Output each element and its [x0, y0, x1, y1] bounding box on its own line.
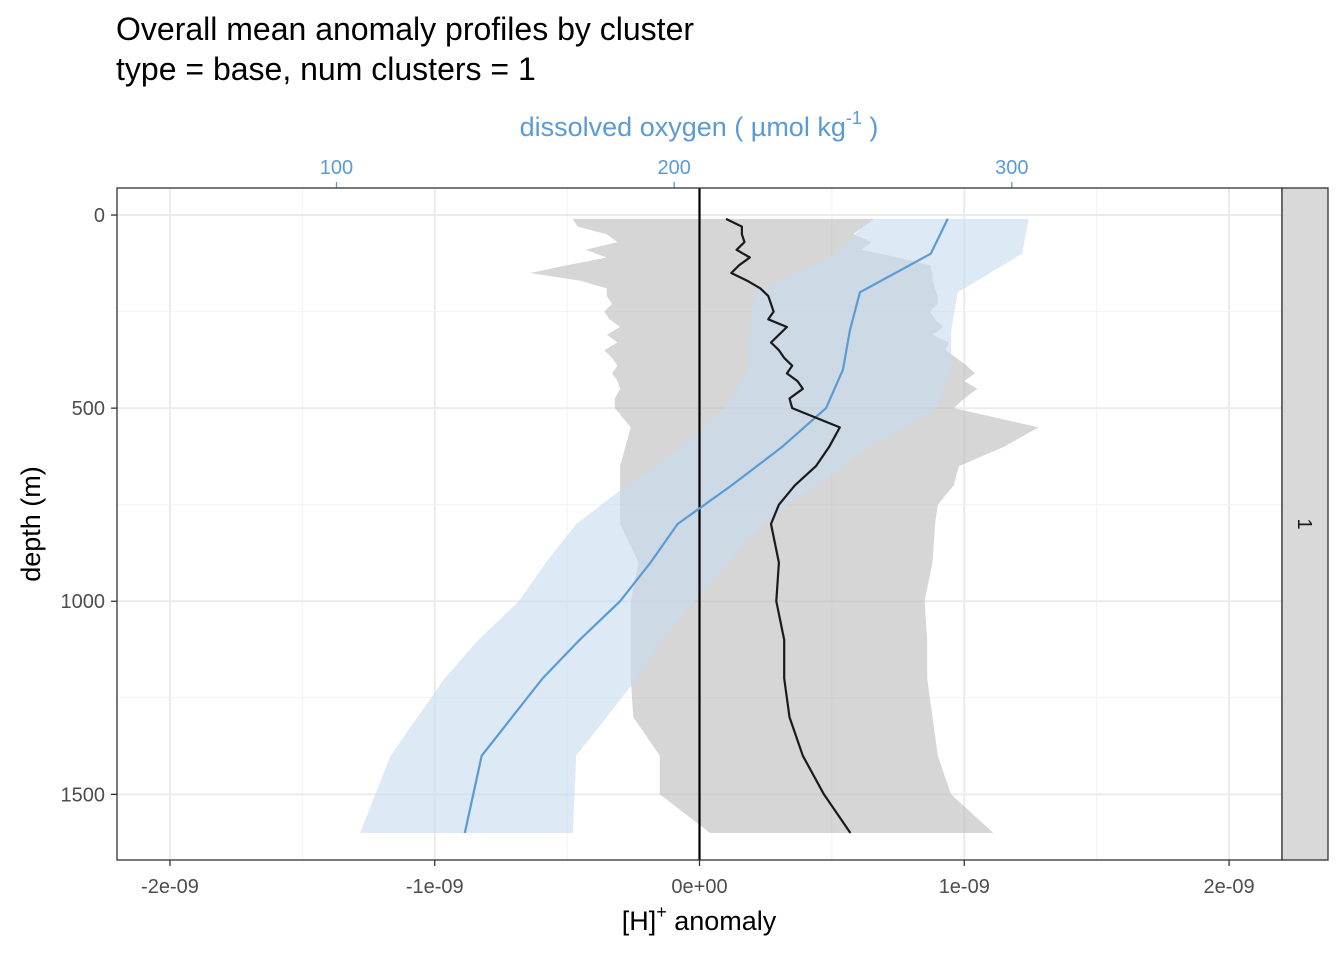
bottom-axis-title: [H]+ anomaly [622, 902, 777, 936]
bottom-axis: -2e-09 -1e-09 0e+00 1e-09 2e-09 [141, 860, 1255, 898]
oxygen-mean-line [463, 218, 949, 834]
line-layer [463, 188, 949, 860]
x2-tick-label: 200 [657, 157, 690, 179]
y-tick-label: 0 [94, 205, 105, 227]
facet-strip: 1 [1281, 187, 1329, 861]
x2-tick-label: 300 [995, 157, 1028, 179]
x-tick-label: 1e-09 [939, 876, 990, 898]
facet-strip-box [1281, 187, 1329, 861]
chart-title: Overall mean anomaly profiles by cluster [116, 11, 694, 47]
y-tick-label: 500 [72, 398, 105, 420]
x2-tick-label: 100 [320, 157, 353, 179]
x-tick-label: -1e-09 [406, 876, 464, 898]
y-tick-label: 1500 [61, 784, 106, 806]
h-anomaly-mean-line [725, 217, 852, 834]
facet-strip-label: 1 [1293, 518, 1315, 529]
left-axis-title: depth (m) [16, 466, 46, 582]
band-layer [360, 218, 1039, 833]
x-tick-label: 2e-09 [1203, 876, 1254, 898]
y-tick-label: 1000 [61, 591, 106, 613]
x-tick-label: 0e+00 [671, 876, 727, 898]
chart-subtitle: type = base, num clusters = 1 [116, 51, 536, 87]
x-tick-label: -2e-09 [141, 876, 199, 898]
oxygen-band [360, 218, 1029, 833]
left-axis: 0 500 1000 1500 [61, 205, 117, 806]
top-axis-title: dissolved oxygen ( µmol kg-1 ) [520, 108, 879, 142]
top-axis: 100 200 300 [320, 157, 1029, 188]
